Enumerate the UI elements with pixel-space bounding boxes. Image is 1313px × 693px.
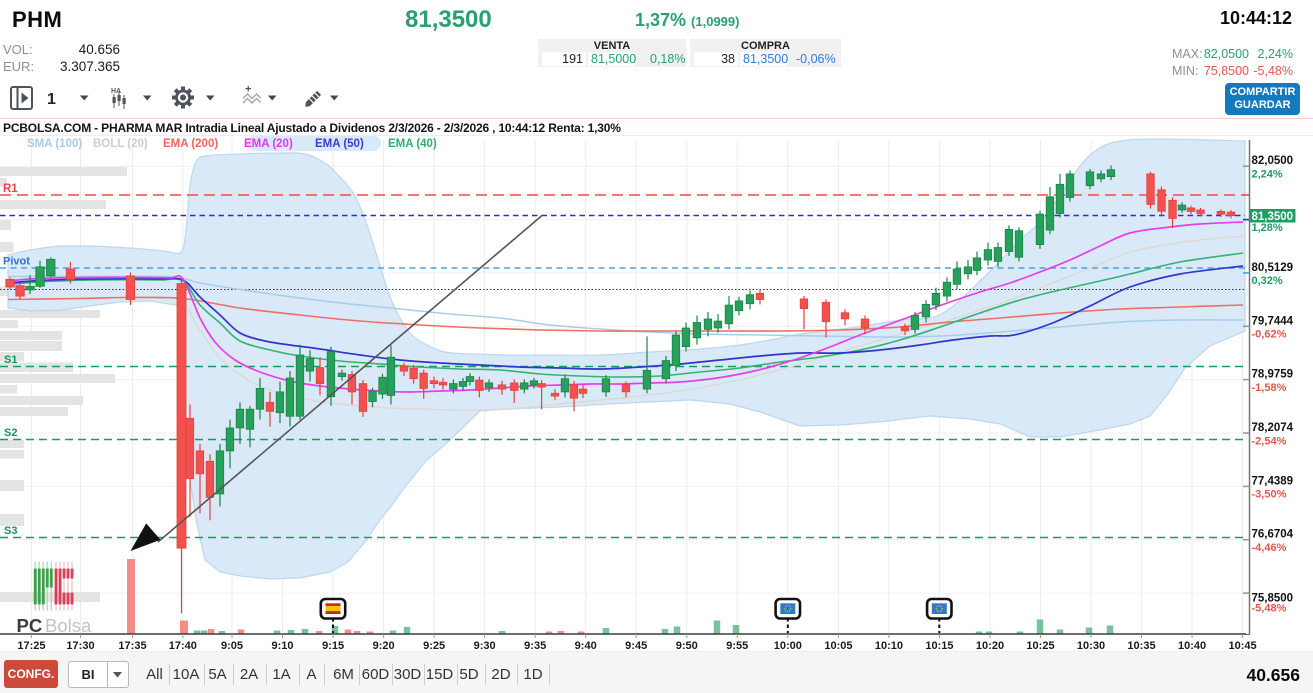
svg-text:EMA (20): EMA (20) bbox=[244, 138, 293, 150]
svg-text:10:05: 10:05 bbox=[824, 640, 852, 652]
svg-text:9:05: 9:05 bbox=[221, 640, 243, 652]
svg-text:17:40: 17:40 bbox=[169, 640, 197, 652]
svg-text:9:15: 9:15 bbox=[322, 640, 344, 652]
svg-text:EMA (40): EMA (40) bbox=[388, 138, 437, 150]
svg-text:Bolsa: Bolsa bbox=[45, 615, 92, 636]
svg-text:10:20: 10:20 bbox=[976, 640, 1004, 652]
svg-text:Pivot: Pivot bbox=[3, 256, 30, 268]
svg-text:-4,46%: -4,46% bbox=[1252, 542, 1287, 554]
svg-text:9:10: 9:10 bbox=[271, 640, 293, 652]
svg-text:1: 1 bbox=[47, 91, 56, 108]
svg-text:10:45: 10:45 bbox=[1229, 640, 1257, 652]
svg-text:10:35: 10:35 bbox=[1127, 640, 1155, 652]
svg-text:-5,48%: -5,48% bbox=[1252, 602, 1287, 614]
svg-text:82,0500: 82,0500 bbox=[1252, 155, 1294, 167]
svg-text:+: + bbox=[245, 84, 251, 96]
svg-text:2,24%: 2,24% bbox=[1252, 169, 1283, 181]
svg-text:S2: S2 bbox=[4, 427, 17, 439]
svg-text:-2,54%: -2,54% bbox=[1252, 435, 1287, 447]
svg-text:S1: S1 bbox=[4, 354, 17, 366]
svg-text:78,2074: 78,2074 bbox=[1252, 422, 1294, 434]
svg-text:10:10: 10:10 bbox=[875, 640, 903, 652]
svg-text:9:25: 9:25 bbox=[423, 640, 445, 652]
svg-text:9:50: 9:50 bbox=[676, 640, 698, 652]
svg-text:10:00: 10:00 bbox=[774, 640, 802, 652]
svg-text:-3,50%: -3,50% bbox=[1252, 489, 1287, 501]
svg-text:10:40: 10:40 bbox=[1178, 640, 1206, 652]
svg-text:BOLL (20): BOLL (20) bbox=[93, 138, 148, 150]
svg-text:9:45: 9:45 bbox=[625, 640, 647, 652]
svg-text:S3: S3 bbox=[4, 525, 17, 537]
svg-text:17:35: 17:35 bbox=[118, 640, 146, 652]
svg-text:EMA (50): EMA (50) bbox=[315, 138, 364, 150]
svg-text:-1,58%: -1,58% bbox=[1252, 382, 1287, 394]
svg-text:9:40: 9:40 bbox=[575, 640, 597, 652]
svg-text:PC: PC bbox=[17, 615, 43, 636]
svg-text:EMA (200): EMA (200) bbox=[163, 138, 218, 150]
svg-text:17:30: 17:30 bbox=[66, 640, 94, 652]
svg-text:HA: HA bbox=[111, 88, 121, 95]
svg-text:77,4389: 77,4389 bbox=[1252, 475, 1294, 487]
svg-text:81,3500: 81,3500 bbox=[1252, 211, 1294, 223]
svg-text:R1: R1 bbox=[3, 183, 18, 195]
svg-text:9:35: 9:35 bbox=[524, 640, 546, 652]
svg-text:75,8500: 75,8500 bbox=[1252, 593, 1294, 605]
svg-text:78,9759: 78,9759 bbox=[1252, 369, 1294, 381]
svg-text:10:30: 10:30 bbox=[1077, 640, 1105, 652]
svg-text:9:55: 9:55 bbox=[726, 640, 748, 652]
svg-text:17:25: 17:25 bbox=[17, 640, 45, 652]
svg-text:10:15: 10:15 bbox=[925, 640, 953, 652]
svg-text:0,32%: 0,32% bbox=[1252, 275, 1283, 287]
svg-text:1,28%: 1,28% bbox=[1252, 222, 1283, 234]
svg-text:-0,62%: -0,62% bbox=[1252, 329, 1287, 341]
svg-text:79,7444: 79,7444 bbox=[1252, 315, 1294, 327]
svg-text:10:25: 10:25 bbox=[1026, 640, 1054, 652]
svg-text:9:30: 9:30 bbox=[474, 640, 496, 652]
svg-text:80,5129: 80,5129 bbox=[1252, 262, 1294, 274]
svg-text:76,6704: 76,6704 bbox=[1252, 529, 1294, 541]
svg-text:9:20: 9:20 bbox=[373, 640, 395, 652]
svg-text:SMA (100): SMA (100) bbox=[27, 138, 82, 150]
